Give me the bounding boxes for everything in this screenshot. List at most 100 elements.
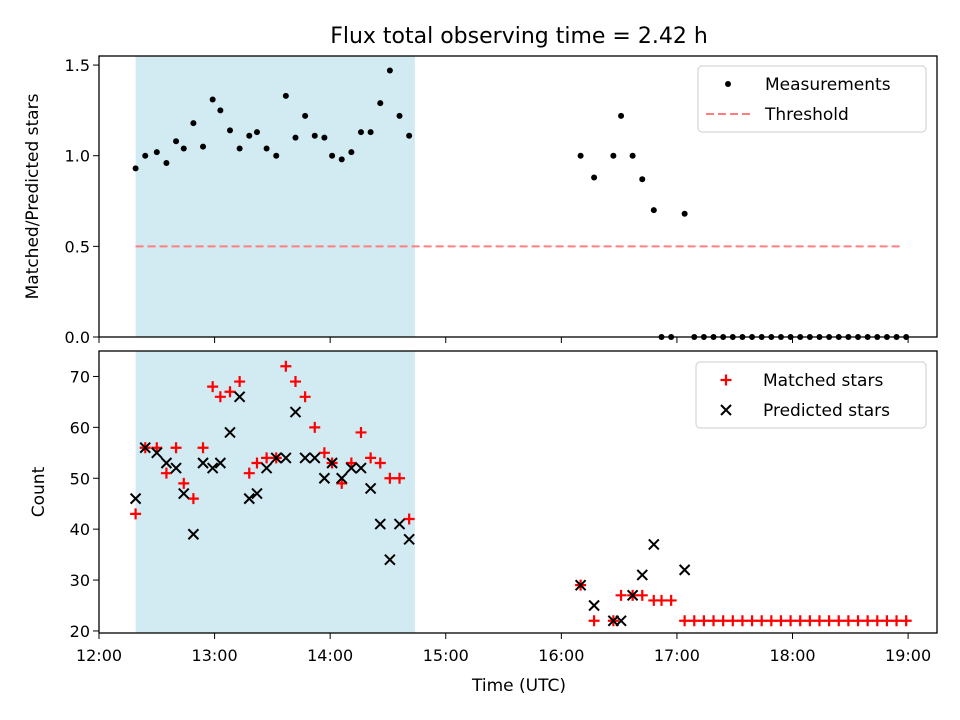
x-axis-label: Time (UTC) [471, 676, 566, 696]
y-tick-label: 30 [70, 571, 90, 590]
x-tick-label: 17:00 [654, 646, 700, 665]
measurement-point [236, 145, 243, 152]
matched-point [698, 615, 710, 627]
matched-point [852, 615, 864, 627]
predicted-point [355, 462, 367, 474]
figure-title: Flux total observing time = 2.42 h [330, 24, 708, 49]
measurement-point [338, 156, 345, 163]
matched-point [900, 615, 912, 627]
measurement-point [217, 107, 224, 114]
matched-point [717, 615, 729, 627]
matched-point [187, 493, 199, 505]
measurement-point [209, 96, 216, 103]
x-tick-label: 13:00 [192, 646, 238, 665]
predicted-point [336, 472, 348, 484]
axes-frame [98, 55, 938, 338]
y-tick-label: 60 [70, 418, 90, 437]
measurement-point [629, 152, 636, 159]
measurement-point [386, 67, 393, 74]
measurement-point [153, 149, 160, 156]
measurement-point [263, 145, 270, 152]
measurement-point [639, 176, 646, 183]
matched-point [804, 615, 816, 627]
matched-point [207, 381, 219, 393]
x-tick-label: 14:00 [307, 646, 353, 665]
matched-point [727, 615, 739, 627]
matched-point [394, 472, 406, 484]
matched-point [679, 615, 691, 627]
legend-box [695, 361, 927, 429]
predicted-point [403, 533, 415, 546]
predicted-point [243, 492, 255, 505]
matched-point [736, 615, 748, 627]
measurement-point [132, 165, 139, 172]
y-tick-label: 70 [70, 367, 90, 386]
x-tick-label: 12:00 [76, 646, 122, 665]
matched-point [891, 615, 903, 627]
matched-point [234, 376, 246, 388]
matched-point [178, 477, 190, 489]
predicted-point [326, 457, 338, 469]
measurement-point [292, 134, 299, 141]
y-tick-label: 1.5 [65, 56, 90, 75]
y-tick-label: 50 [70, 469, 90, 488]
matched-point [871, 615, 883, 627]
matched-point [746, 615, 758, 627]
matched-point [224, 386, 236, 398]
predicted-point [636, 569, 648, 581]
predicted-point [270, 452, 282, 464]
matched-point [365, 452, 377, 464]
measurement-point [377, 100, 384, 107]
legend-label: Threshold [764, 105, 849, 125]
measurement-point [348, 149, 355, 156]
measurement-point [396, 112, 403, 119]
measurement-point [618, 112, 625, 119]
matched-point [862, 615, 874, 627]
matched-point [775, 615, 787, 627]
matched-point [588, 615, 600, 627]
y-tick-label: 0.5 [65, 237, 90, 256]
matched-point [345, 457, 357, 469]
matched-point [384, 472, 396, 484]
x-tick-label: 15:00 [423, 646, 469, 665]
measurement-point [173, 138, 180, 145]
predicted-point [309, 452, 321, 464]
x-tick-label: 16:00 [538, 646, 584, 665]
matched-point [636, 589, 648, 601]
y-tick-label: 1.0 [65, 147, 90, 166]
predicted-point [139, 442, 151, 454]
measurement-point [406, 132, 413, 139]
matched-point [785, 615, 797, 627]
measurement-point [311, 132, 318, 139]
top-panel: 0.0 0.5 1.0 1.5 Matched/Predicted stars Measu… [23, 55, 938, 347]
predicted-point [289, 406, 302, 418]
measurement-point [200, 143, 207, 150]
measurement-point [367, 129, 374, 136]
matched-point [765, 615, 777, 627]
y-tick-label: 40 [70, 520, 90, 539]
predicted-point [160, 457, 173, 469]
predicted-point [187, 528, 200, 540]
measurement-point [180, 145, 187, 152]
legend-label: Predicted stars [763, 401, 890, 421]
matched-point [261, 452, 273, 464]
matched-point [615, 589, 627, 601]
predicted-point [280, 452, 292, 464]
measurement-point [577, 152, 584, 159]
predicted-point [233, 391, 246, 403]
matched-point [318, 447, 330, 459]
matched-point [813, 615, 825, 627]
measurement-point [273, 152, 280, 159]
predicted-point [206, 462, 219, 474]
matched-point [355, 426, 367, 438]
measurement-point [650, 207, 657, 214]
y-tick-label: 0.0 [65, 328, 90, 347]
predicted-point [648, 538, 660, 551]
matched-point [336, 477, 348, 489]
predicted-point [151, 447, 163, 459]
matched-point [170, 442, 182, 454]
matched-point [160, 467, 172, 479]
measurement-point [357, 129, 364, 136]
predicted-point [345, 462, 358, 474]
matched-point [708, 615, 720, 627]
